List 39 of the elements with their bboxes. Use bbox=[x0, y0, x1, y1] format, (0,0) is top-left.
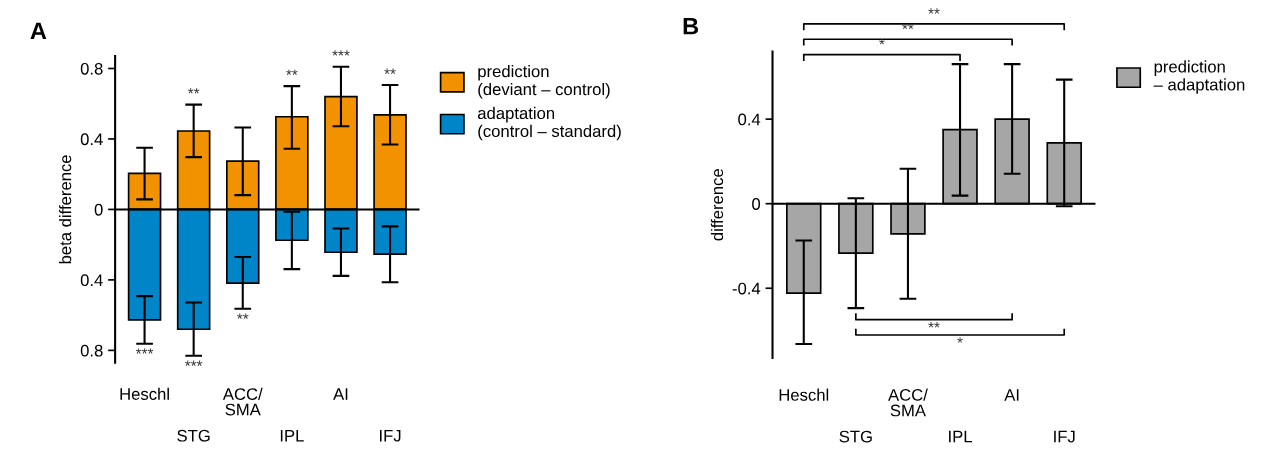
text: ** bbox=[928, 8, 940, 14]
legend-label: prediction – adaptation bbox=[1153, 60, 1245, 94]
x-tick-label: STG bbox=[177, 429, 210, 442]
y-tick-label: 0.4 bbox=[738, 113, 761, 126]
annotation: ** bbox=[928, 322, 940, 328]
text: * bbox=[879, 39, 885, 45]
y-axis-title: difference bbox=[710, 169, 724, 241]
x-tick-label: Heschl bbox=[779, 388, 829, 401]
chart-title: A bbox=[30, 22, 47, 39]
x-tick-label: ACC/ SMA bbox=[222, 387, 263, 416]
annotation: *** bbox=[332, 50, 350, 56]
x-tick-label: IFJ bbox=[380, 429, 401, 442]
annotation: * bbox=[957, 337, 963, 343]
y-tick-label: 0.4 bbox=[80, 274, 103, 287]
x-tick-label: IPL bbox=[949, 430, 972, 443]
y-tick-label: 0.8 bbox=[80, 62, 103, 75]
y-tick-label: -0.4 bbox=[732, 282, 761, 295]
text: ** bbox=[902, 23, 914, 30]
legend-label: adaptation (control – standard) bbox=[477, 106, 621, 141]
y-tick-label: 0.4 bbox=[80, 133, 103, 146]
annotation: *** bbox=[184, 360, 203, 366]
annotation: *** bbox=[135, 348, 154, 354]
y-tick-label: 0 bbox=[752, 198, 761, 210]
annotation: ** bbox=[384, 68, 396, 74]
x-tick-label: STG bbox=[839, 430, 872, 443]
x-tick-label: AI bbox=[333, 388, 348, 400]
x-tick-label: Heschl bbox=[120, 387, 169, 400]
x-tick-label: AI bbox=[1004, 389, 1019, 401]
y-tick-label: 0.8 bbox=[80, 344, 103, 357]
y-tick-label: 0 bbox=[94, 203, 103, 216]
legend-label: prediction (deviant – control) bbox=[478, 65, 610, 99]
x-tick-label: IFJ bbox=[1054, 430, 1075, 443]
annotation: ** bbox=[187, 88, 200, 94]
chart-title: B bbox=[683, 18, 699, 35]
annotation: ** bbox=[286, 69, 298, 76]
y-axis-title: beta difference bbox=[59, 155, 72, 264]
x-tick-label: IPL bbox=[280, 429, 304, 442]
x-tick-label: ACC/ SMA bbox=[888, 388, 928, 417]
annotation: ** bbox=[237, 313, 249, 319]
